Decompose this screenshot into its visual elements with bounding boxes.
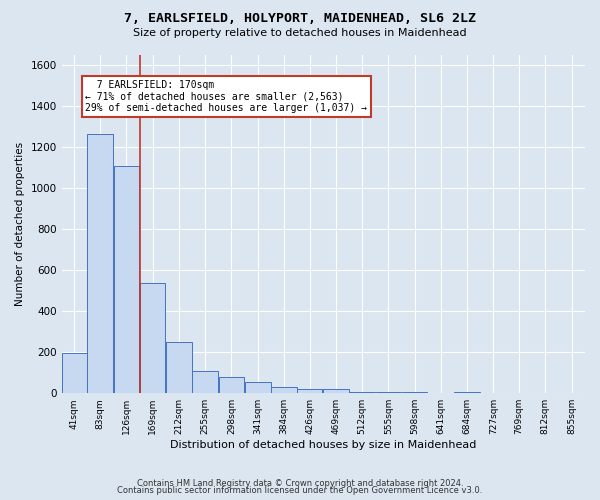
- Bar: [349, 392, 375, 393]
- Bar: [140, 282, 166, 393]
- Bar: [62, 353, 88, 393]
- Bar: [297, 389, 322, 393]
- X-axis label: Distribution of detached houses by size in Maidenhead: Distribution of detached houses by size …: [170, 440, 476, 450]
- Text: 7, EARLSFIELD, HOLYPORT, MAIDENHEAD, SL6 2LZ: 7, EARLSFIELD, HOLYPORT, MAIDENHEAD, SL6…: [124, 12, 476, 26]
- Text: Size of property relative to detached houses in Maidenhead: Size of property relative to detached ho…: [133, 28, 467, 38]
- Bar: [402, 392, 427, 393]
- Bar: [88, 134, 113, 393]
- Bar: [454, 392, 480, 393]
- Text: 7 EARLSFIELD: 170sqm
← 71% of detached houses are smaller (2,563)
29% of semi-de: 7 EARLSFIELD: 170sqm ← 71% of detached h…: [85, 80, 367, 113]
- Bar: [271, 387, 297, 393]
- Bar: [323, 389, 349, 393]
- Text: Contains public sector information licensed under the Open Government Licence v3: Contains public sector information licen…: [118, 486, 482, 495]
- Bar: [166, 342, 192, 393]
- Bar: [193, 370, 218, 393]
- Bar: [218, 377, 244, 393]
- Text: Contains HM Land Registry data © Crown copyright and database right 2024.: Contains HM Land Registry data © Crown c…: [137, 478, 463, 488]
- Bar: [113, 166, 139, 393]
- Bar: [245, 382, 271, 393]
- Bar: [376, 392, 401, 393]
- Y-axis label: Number of detached properties: Number of detached properties: [15, 142, 25, 306]
